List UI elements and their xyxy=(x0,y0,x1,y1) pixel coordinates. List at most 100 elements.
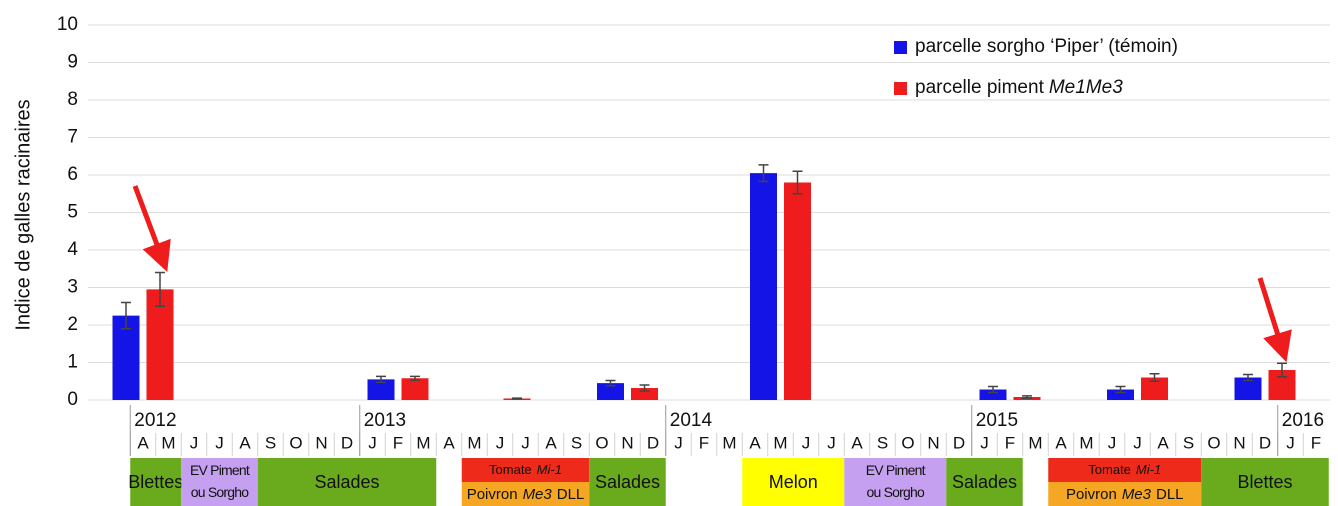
bar xyxy=(597,383,624,400)
error-bar xyxy=(1243,373,1253,382)
bar xyxy=(112,315,140,400)
x-tick-label: D xyxy=(647,433,659,452)
x-tick-label: M xyxy=(161,433,175,452)
legend-swatch xyxy=(894,82,907,95)
x-tick-label: J xyxy=(980,433,989,452)
text-part: parcelle piment xyxy=(915,77,1045,98)
crop-band xyxy=(1048,458,1202,482)
x-tick-label: F xyxy=(1005,433,1015,452)
text-part: Mi-1 xyxy=(1136,462,1161,477)
x-tick-label: M xyxy=(773,433,787,452)
error-bar xyxy=(1149,373,1160,382)
bar xyxy=(1107,389,1134,400)
y-tick-label: 8 xyxy=(67,89,78,110)
x-tick-label: O xyxy=(595,433,608,452)
error-bar xyxy=(1277,362,1287,378)
text-part: Tomate xyxy=(489,462,532,477)
crop-band xyxy=(181,458,258,506)
crop-band xyxy=(1048,482,1202,506)
text-part: Melon xyxy=(769,472,818,492)
text-part: Blettes xyxy=(128,472,183,492)
crop-band xyxy=(1201,458,1329,506)
x-tick-label: O xyxy=(1207,433,1220,452)
x-tick-label: D xyxy=(1259,433,1271,452)
crop-label: ou Sorgho xyxy=(191,484,249,500)
text-part: Me1Me3 xyxy=(1049,77,1123,98)
crop-band xyxy=(844,458,947,506)
crop-band xyxy=(461,482,590,506)
crop-label: Blettes xyxy=(128,472,183,492)
x-tick-label: F xyxy=(1311,433,1321,452)
x-tick-label: N xyxy=(1233,433,1245,452)
x-tick-label: M xyxy=(467,433,481,452)
x-tick-label: A xyxy=(749,433,761,452)
bar xyxy=(367,379,395,400)
x-tick-label: J xyxy=(496,433,505,452)
arrow xyxy=(1257,277,1292,363)
y-tick-label: 5 xyxy=(67,202,78,223)
y-tick-label: 6 xyxy=(67,164,78,185)
x-tick-label: F xyxy=(699,433,709,452)
error-bar xyxy=(639,384,650,392)
y-tick-label: 0 xyxy=(67,389,78,410)
crop-band xyxy=(257,458,437,506)
x-tick-label: S xyxy=(877,433,888,452)
crop-label: Salades xyxy=(314,472,379,492)
text-part: Salades xyxy=(595,472,660,492)
text-part: EV Piment xyxy=(190,462,250,478)
x-tick-label: N xyxy=(315,433,327,452)
x-tick-label: M xyxy=(416,433,430,452)
year-label: 2015 xyxy=(976,410,1018,431)
x-tick-label: A xyxy=(851,433,863,452)
x-tick-label: N xyxy=(621,433,633,452)
crop-label: ou Sorgho xyxy=(867,484,925,500)
year-label: 2012 xyxy=(134,410,176,431)
x-tick-label: M xyxy=(1079,433,1093,452)
x-tick-label: F xyxy=(393,433,403,452)
text-part: Poivron xyxy=(1066,486,1117,503)
text-part: Me3 xyxy=(1122,486,1152,503)
error-bar xyxy=(605,379,616,387)
text-part: Blettes xyxy=(1237,472,1292,492)
x-tick-label: J xyxy=(215,433,224,452)
crop-label: Melon xyxy=(769,472,818,492)
x-tick-label: S xyxy=(571,433,582,452)
x-tick-label: A xyxy=(239,433,251,452)
bar xyxy=(1234,377,1262,400)
bar xyxy=(146,289,174,400)
text-part: DLL xyxy=(557,486,585,503)
crop-band xyxy=(130,458,182,506)
y-tick-label: 4 xyxy=(67,239,78,260)
y-axis-label: Indice de galles racinaires xyxy=(12,99,34,330)
error-bar xyxy=(1115,385,1126,394)
text-part: Tomate xyxy=(1088,462,1131,477)
crop-label: EV Piment xyxy=(190,462,250,478)
crop-label: Salades xyxy=(952,472,1017,492)
year-label: 2016 xyxy=(1282,410,1324,431)
x-tick-label: A xyxy=(137,433,149,452)
bars xyxy=(112,164,1296,400)
crop-label: EV Piment xyxy=(866,462,926,478)
x-tick-label: J xyxy=(827,433,836,452)
x-tick-label: J xyxy=(521,433,530,452)
x-tick-label: O xyxy=(901,433,914,452)
bar xyxy=(1141,377,1168,400)
text-part: DLL xyxy=(1156,486,1184,503)
y-tick-label: 2 xyxy=(67,314,78,335)
x-tick-label: M xyxy=(1028,433,1042,452)
text-part: Mi-1 xyxy=(537,462,562,477)
x-tick-label: J xyxy=(1133,433,1142,452)
y-tick-label: 3 xyxy=(67,277,78,298)
legend-label: parcelle piment Me1Me3 xyxy=(915,77,1123,98)
legend-swatch xyxy=(894,41,907,54)
x-tick-label: J xyxy=(1286,433,1295,452)
error-bar xyxy=(1022,395,1032,399)
grid xyxy=(88,24,1330,401)
text-part: ou Sorgho xyxy=(191,484,249,500)
crop-label: Tomate Mi-1 xyxy=(1088,462,1161,477)
year-label: 2013 xyxy=(364,410,406,431)
error-bar xyxy=(410,375,420,381)
x-tick-label: A xyxy=(1055,433,1067,452)
y-tick-label: 7 xyxy=(67,127,78,148)
